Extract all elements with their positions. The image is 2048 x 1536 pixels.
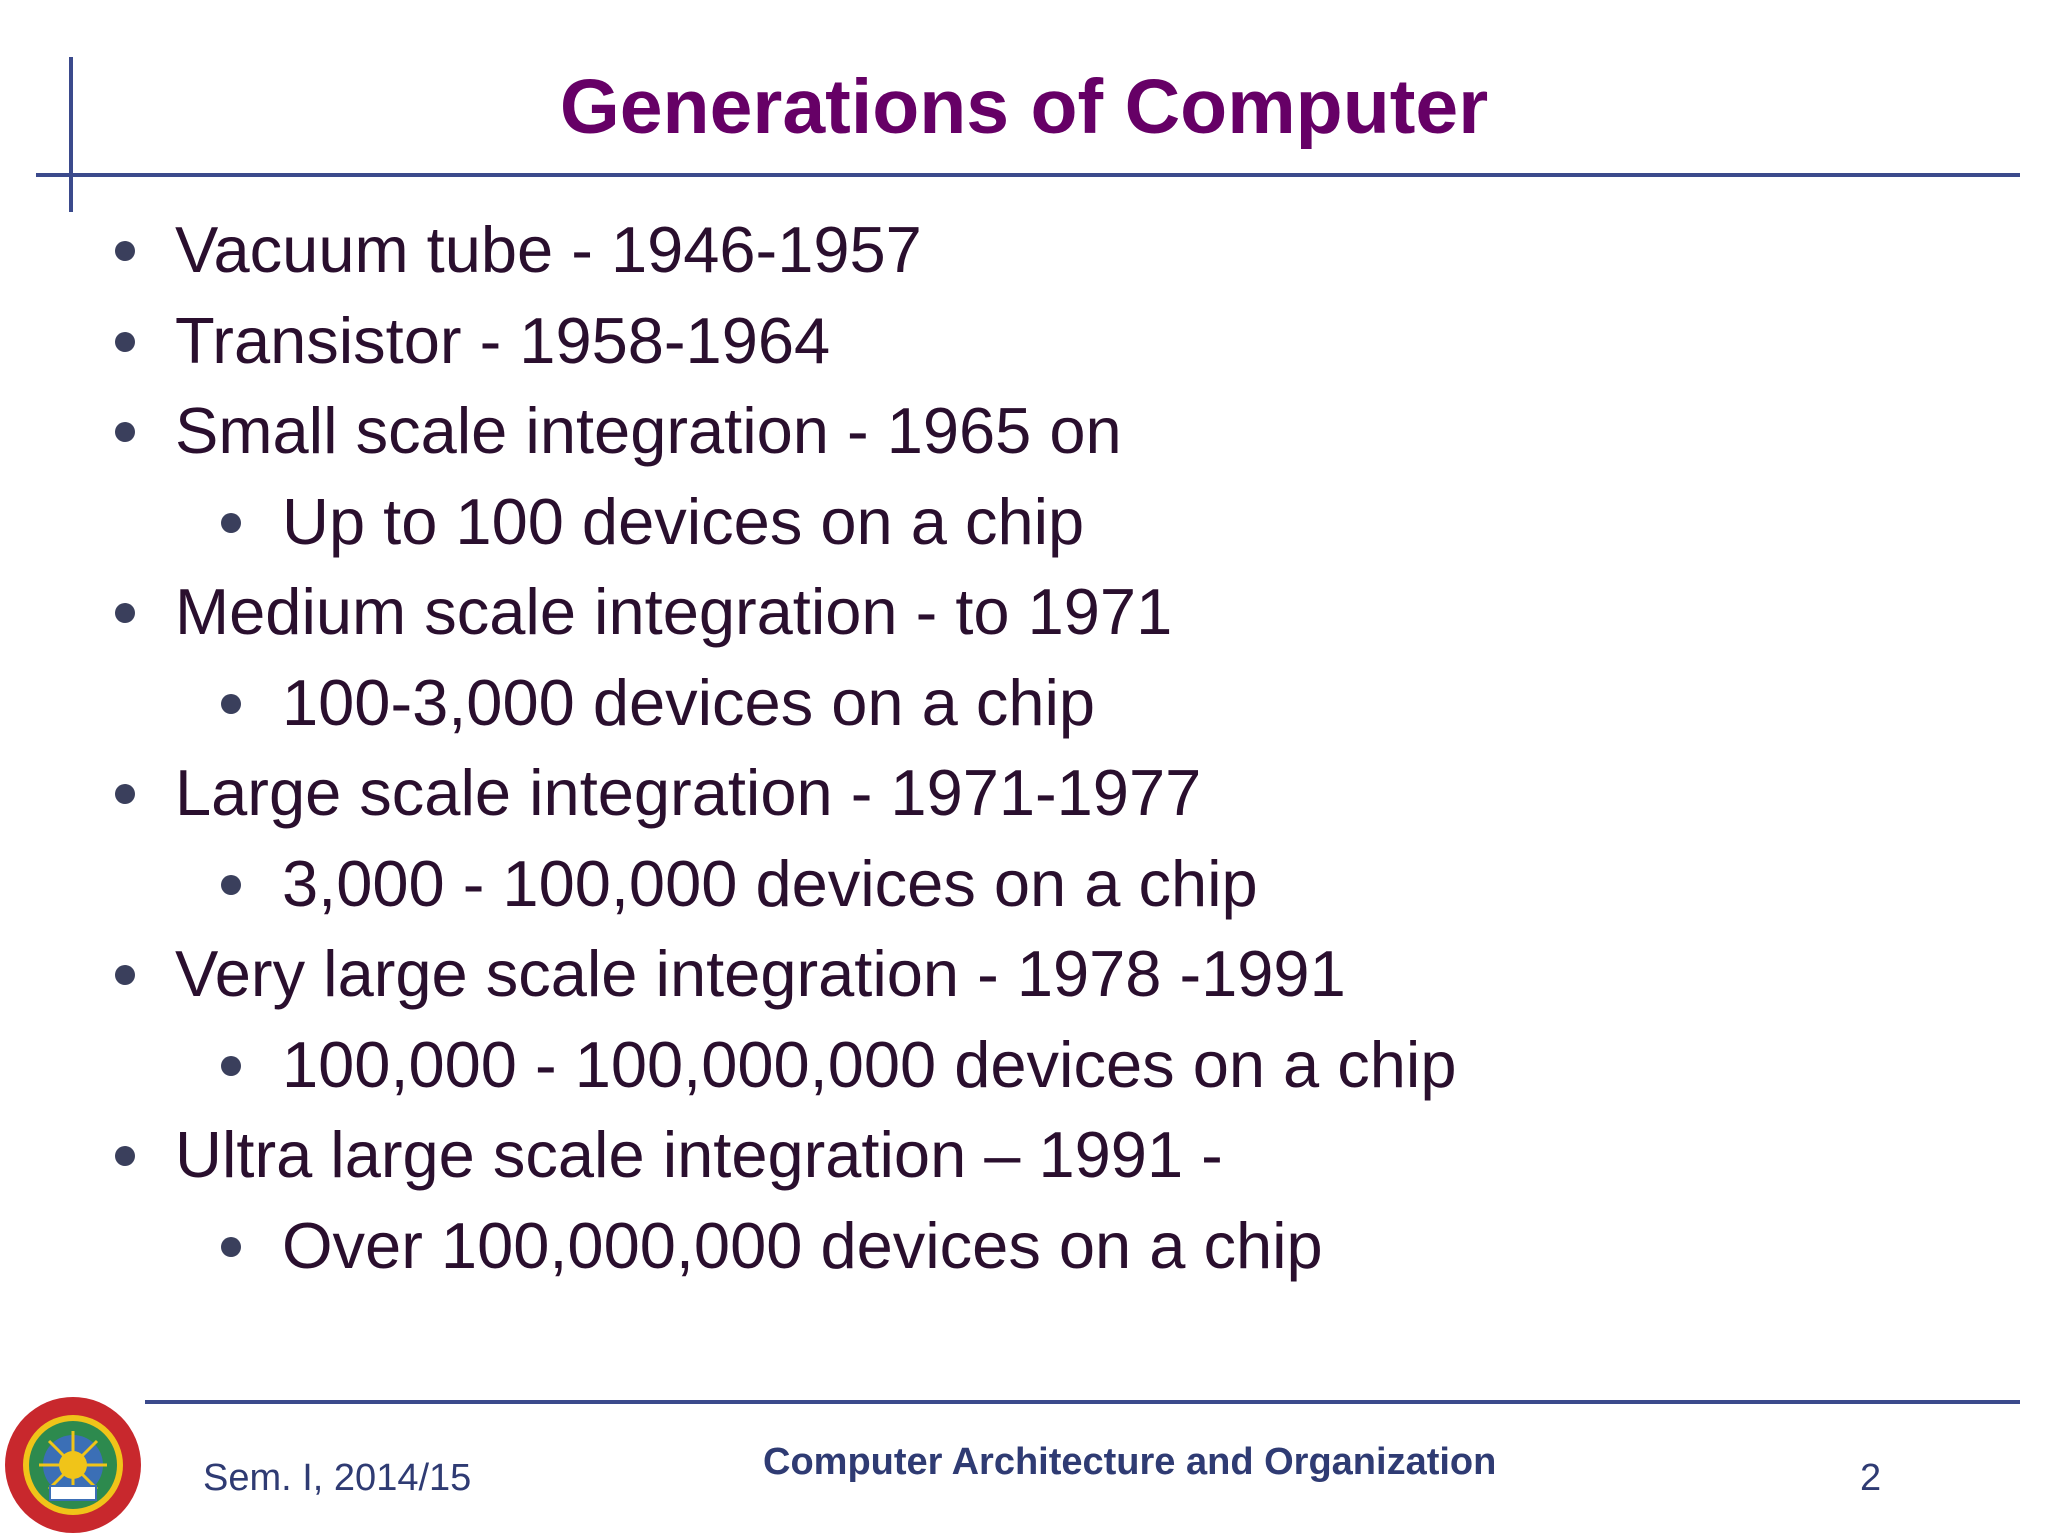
bullet-item: Medium scale integration - to 1971 bbox=[0, 567, 2048, 658]
footer-rule bbox=[145, 1400, 2020, 1404]
bullet-dot-icon bbox=[115, 784, 135, 804]
footer-page-number: 2 bbox=[1860, 1457, 1882, 1499]
bullet-item: Ultra large scale integration – 1991 - bbox=[0, 1110, 2048, 1201]
bullet-text: Ultra large scale integration – 1991 - bbox=[175, 1118, 1223, 1191]
footer-semester: Sem. I, 2014/15 bbox=[203, 1457, 472, 1499]
bullet-item: Transistor - 1958-1964 bbox=[0, 296, 2048, 387]
bullet-item: Vacuum tube - 1946-1957 bbox=[0, 205, 2048, 296]
bullet-text: Small scale integration - 1965 on bbox=[175, 394, 1122, 467]
bullet-text: Medium scale integration - to 1971 bbox=[175, 575, 1173, 648]
sub-bullet-text: Up to 100 devices on a chip bbox=[282, 484, 1085, 558]
sub-bullet-item: 3,000 - 100,000 devices on a chip bbox=[0, 839, 2048, 930]
bullet-dot-icon bbox=[115, 1146, 135, 1166]
bullet-dot-icon bbox=[115, 331, 135, 352]
slide-title: Generations of Computer bbox=[559, 64, 1489, 150]
title-vertical-rule bbox=[69, 57, 73, 212]
bullet-dot-icon bbox=[221, 512, 241, 533]
bullet-text: Transistor - 1958-1964 bbox=[175, 303, 831, 377]
bullet-dot-icon bbox=[221, 1055, 241, 1076]
bullet-dot-icon bbox=[115, 965, 135, 985]
bullet-text: Vacuum tube - 1946-1957 bbox=[175, 213, 922, 286]
title-horizontal-rule bbox=[36, 173, 2020, 177]
sub-bullet-item: 100-3,000 devices on a chip bbox=[0, 658, 2048, 749]
bullet-dot-icon bbox=[221, 693, 241, 714]
bullet-item: Small scale integration - 1965 on bbox=[0, 386, 2048, 477]
sub-bullet-item: Up to 100 devices on a chip bbox=[0, 477, 2048, 568]
sub-bullet-item: 100,000 - 100,000,000 devices on a chip bbox=[0, 1020, 2048, 1111]
bullet-dot-icon bbox=[115, 422, 135, 442]
bullet-item: Large scale integration - 1971-1977 bbox=[0, 748, 2048, 839]
sub-bullet-text: Over 100,000,000 devices on a chip bbox=[282, 1208, 1323, 1282]
bullet-item: Very large scale integration - 1978 -199… bbox=[0, 929, 2048, 1020]
sub-bullet-text: 100-3,000 devices on a chip bbox=[282, 665, 1096, 739]
sub-bullet-text: 100,000 - 100,000,000 devices on a chip bbox=[282, 1027, 1457, 1101]
bullet-list: Vacuum tube - 1946-1957 Transistor - 195… bbox=[0, 205, 2048, 1291]
bullet-text: Very large scale integration - 1978 -199… bbox=[175, 937, 1346, 1010]
university-seal-icon bbox=[5, 1397, 141, 1533]
bullet-dot-icon bbox=[221, 874, 241, 895]
bullet-dot-icon bbox=[115, 603, 135, 623]
sub-bullet-text: 3,000 - 100,000 devices on a chip bbox=[282, 846, 1258, 920]
bullet-dot-icon bbox=[221, 1236, 241, 1257]
bullet-dot-icon bbox=[115, 241, 135, 261]
bullet-text: Large scale integration - 1971-1977 bbox=[175, 756, 1202, 829]
sub-bullet-item: Over 100,000,000 devices on a chip bbox=[0, 1201, 2048, 1292]
footer-course-title: Computer Architecture and Organization bbox=[763, 1441, 1497, 1483]
